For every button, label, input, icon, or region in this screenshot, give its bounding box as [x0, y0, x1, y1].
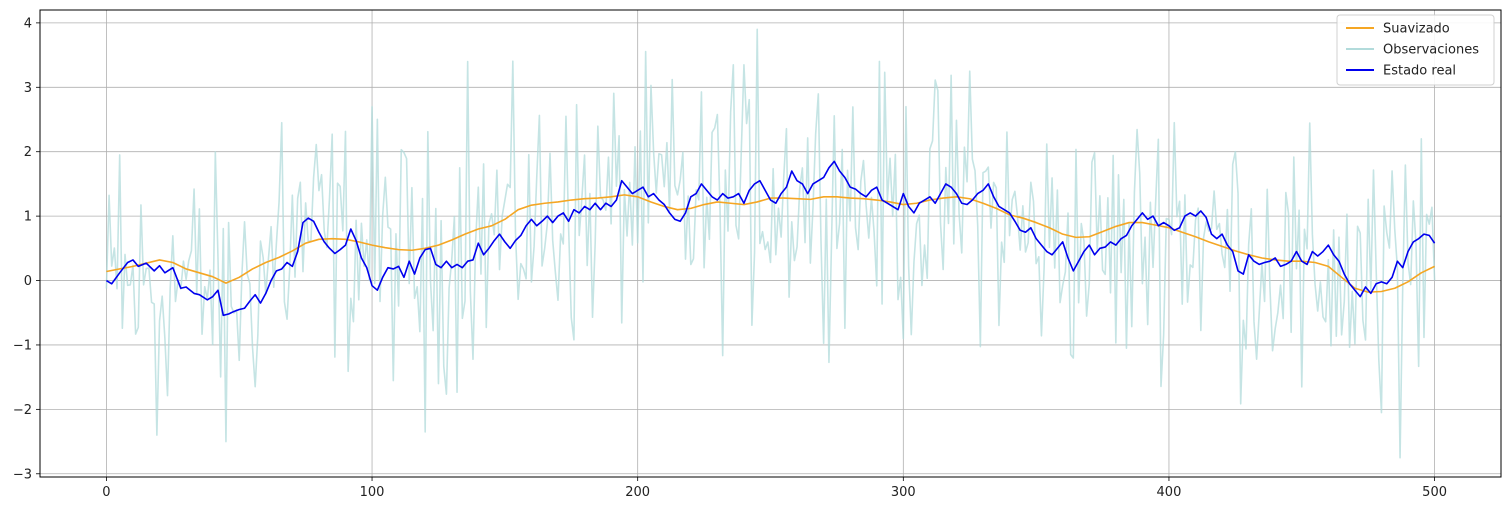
legend-box — [1336, 14, 1495, 86]
x-tick-label: 100 — [360, 485, 385, 500]
axis-ticks: 0 100 200 300 400 500 −3 −2 −1 0 1 2 3 4 — [13, 16, 1447, 500]
y-tick-label: −3 — [13, 467, 32, 482]
x-tick-label: 200 — [625, 485, 650, 500]
y-tick-label: 3 — [24, 81, 32, 96]
legend: Suavizado Observaciones Estado real — [1336, 14, 1495, 86]
y-tick-label: −1 — [13, 338, 32, 353]
series-suavizado-line — [106, 194, 1435, 293]
grid-lines — [40, 10, 1501, 477]
y-tick-label: −2 — [13, 403, 32, 418]
series-observaciones-line — [105, 28, 1436, 459]
x-tick-label: 0 — [102, 485, 110, 500]
x-tick-label: 500 — [1422, 485, 1447, 500]
y-tick-label: 1 — [24, 210, 32, 225]
y-tick-label: 2 — [24, 145, 32, 160]
legend-label: Estado real — [1383, 64, 1456, 79]
y-tick-label: 4 — [24, 16, 32, 31]
plot-frame — [39, 9, 1502, 478]
series-estado-real-line — [105, 160, 1436, 317]
x-tick-label: 300 — [891, 485, 916, 500]
y-tick-label: 0 — [24, 274, 32, 289]
legend-label: Suavizado — [1383, 22, 1450, 37]
series-layer — [105, 28, 1436, 459]
x-tick-label: 400 — [1157, 485, 1182, 500]
legend-label: Observaciones — [1383, 43, 1479, 58]
